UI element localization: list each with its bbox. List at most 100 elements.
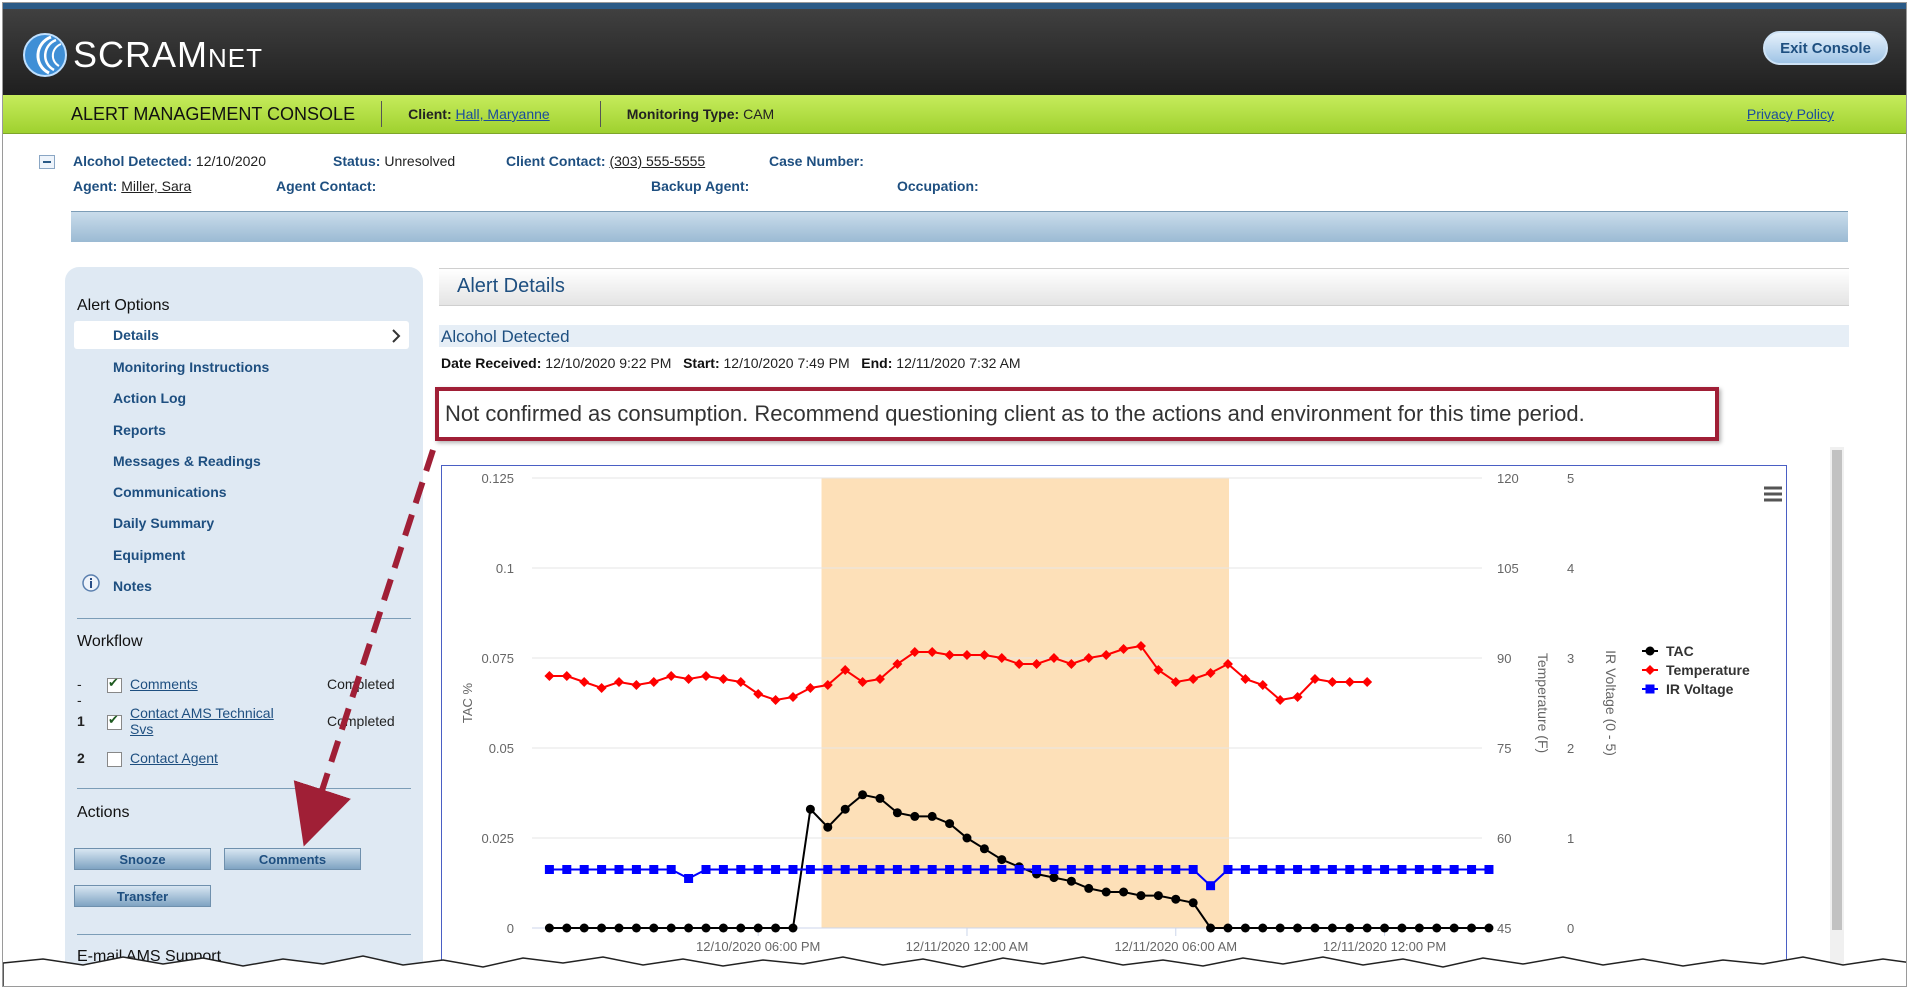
y-tick-label-ir: 1: [1567, 831, 1574, 846]
workflow-contact-ams-link-line2[interactable]: Svs: [130, 721, 154, 737]
temperature-point: [1257, 680, 1268, 690]
temperature-point: [840, 665, 851, 675]
temperature-point: [1101, 650, 1112, 660]
y-tick-label-tac: 0.075: [481, 651, 514, 666]
chart-menu-icon[interactable]: [1764, 486, 1782, 502]
date-received-value: 12/10/2020 9:22 PM: [545, 355, 672, 371]
sidebar-item-communications[interactable]: Communications: [113, 484, 227, 500]
tac-point: [1223, 923, 1233, 933]
tac-point: [1310, 923, 1320, 933]
tac-point: [701, 923, 711, 933]
workflow-contact-agent-link[interactable]: Contact Agent: [130, 750, 218, 766]
collapse-toggle-icon[interactable]: [39, 155, 55, 169]
ir-voltage-point: [1084, 865, 1094, 874]
sidebar-item-details[interactable]: Details: [113, 327, 159, 343]
y-tick-label-ir: 0: [1567, 921, 1574, 936]
backup-agent-label: Backup Agent:: [651, 178, 750, 194]
temperature-point: [596, 683, 607, 693]
privacy-policy-link[interactable]: Privacy Policy: [1746, 106, 1834, 122]
sidebar-item-daily-summary[interactable]: Daily Summary: [113, 515, 215, 531]
client-contact-value[interactable]: (303) 555-5555: [609, 153, 706, 169]
highlight-band: [821, 478, 1230, 928]
alert-type-header: Alcohol Detected: [439, 325, 1849, 347]
y-tick-label-tac: 0.025: [481, 831, 514, 846]
legend-label: TAC: [1666, 643, 1694, 659]
tac-point: [823, 822, 833, 832]
temperature-point: [718, 674, 729, 684]
tac-point: [1397, 923, 1407, 933]
temperature-point: [613, 677, 624, 687]
workflow-contact-ams-link[interactable]: Contact AMS Technical: [130, 705, 274, 721]
ir-voltage-point: [597, 865, 607, 874]
ir-voltage-point: [631, 865, 641, 874]
y-tick-label-ir: 5: [1567, 471, 1574, 486]
workflow-status: Completed: [327, 713, 395, 729]
ir-voltage-point: [823, 865, 833, 874]
tac-point: [1101, 887, 1111, 897]
ir-voltage-point: [962, 865, 972, 874]
sidebar-item-equipment[interactable]: Equipment: [113, 547, 186, 563]
y-tick-label-ir: 3: [1567, 651, 1574, 666]
comments-button[interactable]: Comments: [224, 848, 361, 870]
temperature-point: [544, 671, 555, 681]
tac-point: [1119, 887, 1129, 897]
sidebar-item-reports[interactable]: Reports: [113, 422, 166, 438]
ir-voltage-point: [1014, 865, 1024, 874]
tac-point: [1432, 923, 1442, 933]
temperature-point: [1309, 674, 1320, 684]
workflow-comments-link[interactable]: Comments: [130, 676, 198, 692]
divider: [77, 618, 411, 619]
temperature-point: [1066, 659, 1077, 669]
contact-agent-checkbox[interactable]: [107, 752, 122, 767]
end-value: 12/11/2020 7:32 AM: [896, 355, 1021, 371]
ir-voltage-point: [1432, 865, 1442, 874]
exit-console-button[interactable]: Exit Console: [1763, 31, 1888, 65]
temperature-point: [1083, 653, 1094, 663]
tac-point: [1066, 876, 1076, 886]
tac-point: [788, 923, 798, 933]
temperature-point: [857, 677, 868, 687]
workflow-step-num: 2: [77, 750, 85, 766]
contact-ams-checkbox[interactable]: [107, 712, 122, 730]
client-link[interactable]: Hall, Maryanne: [455, 106, 550, 122]
tac-point: [997, 855, 1007, 865]
temperature-point: [1327, 677, 1338, 687]
torn-edge: [3, 955, 1906, 986]
tac-point: [1188, 898, 1198, 908]
ir-voltage-point: [1310, 865, 1320, 874]
tac-point: [979, 844, 989, 854]
tac-point: [858, 790, 868, 800]
tac-point: [1206, 923, 1216, 933]
y-axis-title-tac: TAC %: [460, 682, 475, 723]
ir-voltage-point: [1345, 865, 1355, 874]
scrollbar-thumb[interactable]: [1832, 450, 1842, 930]
sidebar-item-notes[interactable]: Notes: [113, 578, 152, 594]
temperature-point: [1188, 674, 1199, 684]
legend-label: IR Voltage: [1666, 681, 1734, 697]
sidebar-item-action-log[interactable]: Action Log: [113, 390, 187, 406]
comments-checkbox[interactable]: [107, 675, 122, 693]
ir-voltage-point: [1101, 865, 1111, 874]
top-header: SCRAMNET Exit Console: [3, 3, 1906, 95]
tac-point: [1414, 923, 1424, 933]
tac-point: [1275, 923, 1285, 933]
ir-voltage-point: [840, 865, 850, 874]
y-axis-title-temp: Temperature (F): [1535, 653, 1551, 753]
tac-point: [736, 923, 746, 933]
tac-point: [1293, 923, 1303, 933]
ir-voltage-point: [1275, 865, 1285, 874]
case-number-label: Case Number:: [769, 153, 864, 169]
temperature-point: [892, 659, 903, 669]
sidebar-item-monitoring-instructions[interactable]: Monitoring Instructions: [113, 359, 270, 375]
snooze-button[interactable]: Snooze: [74, 848, 211, 870]
tac-point: [1171, 894, 1181, 904]
transfer-button[interactable]: Transfer: [74, 885, 211, 907]
temperature-point: [1362, 677, 1373, 687]
logo-text: SCRAM: [73, 34, 209, 75]
sidebar-item-messages-readings[interactable]: Messages & Readings: [113, 453, 261, 469]
ir-voltage-point: [1049, 865, 1059, 874]
ir-voltage-point: [1414, 865, 1424, 874]
agent-value[interactable]: Miller, Sara: [121, 178, 192, 194]
ir-voltage-point: [1467, 865, 1477, 874]
tac-point: [579, 923, 589, 933]
